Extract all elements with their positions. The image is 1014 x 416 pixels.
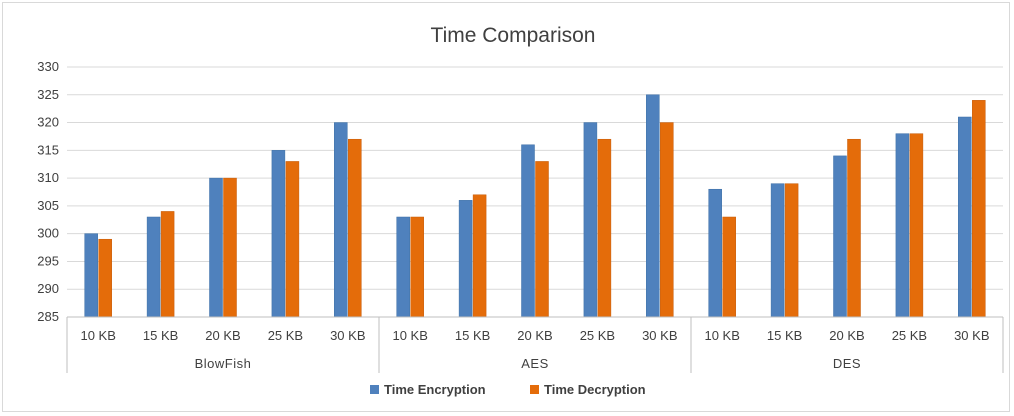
legend-label: Time Encryption bbox=[384, 382, 486, 397]
bar-encryption bbox=[84, 233, 98, 318]
bar-decryption bbox=[597, 138, 612, 318]
bar-encryption bbox=[146, 216, 161, 318]
x-category-label: 10 KB bbox=[704, 328, 739, 343]
bar-decryption bbox=[98, 238, 112, 318]
x-group-label: BlowFish bbox=[195, 356, 252, 371]
bar-decryption bbox=[660, 122, 674, 318]
y-tick-label: 285 bbox=[37, 309, 59, 324]
bar-encryption bbox=[334, 122, 348, 318]
bar-decryption bbox=[160, 211, 175, 318]
bar-encryption bbox=[271, 150, 286, 318]
bar-chart: Time Comparison 285 290 295 300 305 310 315 320… bbox=[37, 24, 1004, 397]
legend: Time Encryption Time Decryption bbox=[370, 382, 646, 397]
legend-label: Time Decryption bbox=[544, 382, 646, 397]
legend-swatch bbox=[370, 385, 379, 394]
y-tick-label: 320 bbox=[37, 115, 59, 130]
y-tick-label: 295 bbox=[37, 253, 59, 268]
bar-encryption bbox=[458, 200, 473, 318]
bar-decryption bbox=[285, 161, 300, 318]
bar-encryption bbox=[895, 133, 910, 318]
bar-decryption bbox=[410, 216, 424, 318]
x-category-label: 10 KB bbox=[80, 328, 115, 343]
bar-encryption bbox=[833, 155, 847, 318]
y-tick-label: 325 bbox=[37, 87, 59, 102]
x-category-label: 30 KB bbox=[330, 328, 365, 343]
x-category-label: 10 KB bbox=[392, 328, 427, 343]
bar-decryption bbox=[223, 177, 237, 318]
x-category-label: 20 KB bbox=[205, 328, 240, 343]
y-tick-label: 305 bbox=[37, 198, 59, 213]
x-category-label: 30 KB bbox=[954, 328, 989, 343]
x-category-label: 15 KB bbox=[767, 328, 802, 343]
y-tick-label: 310 bbox=[37, 170, 59, 185]
bars bbox=[84, 94, 986, 318]
bar-encryption bbox=[708, 188, 722, 318]
bar-decryption bbox=[535, 161, 549, 318]
gridlines bbox=[67, 66, 1003, 318]
y-tick-label: 290 bbox=[37, 281, 59, 296]
x-category-label: 20 KB bbox=[517, 328, 552, 343]
bar-decryption bbox=[909, 133, 924, 318]
x-group-label: DES bbox=[833, 356, 861, 371]
bar-encryption bbox=[583, 122, 598, 318]
bar-encryption bbox=[770, 183, 785, 318]
bar-encryption bbox=[396, 216, 410, 318]
bar-decryption bbox=[784, 183, 799, 318]
bar-encryption bbox=[646, 94, 660, 318]
chart-title: Time Comparison bbox=[431, 24, 596, 47]
x-axis: 10 KB 15 KB 20 KB 25 KB 30 KB BlowFish 10 KB 15… bbox=[66, 316, 1004, 373]
bar-decryption bbox=[348, 138, 362, 318]
x-category-label: 25 KB bbox=[268, 328, 303, 343]
bar-encryption bbox=[521, 144, 535, 318]
bar-decryption bbox=[847, 138, 861, 318]
y-tick-label: 315 bbox=[37, 142, 59, 157]
bar-decryption bbox=[722, 216, 736, 318]
x-category-label: 15 KB bbox=[455, 328, 490, 343]
bar-decryption bbox=[472, 194, 487, 318]
y-axis-ticks: 285 290 295 300 305 310 315 320 325 330 bbox=[37, 59, 59, 324]
x-category-label: 25 KB bbox=[892, 328, 927, 343]
x-category-label: 15 KB bbox=[143, 328, 178, 343]
chart-frame: Time Comparison 285 290 295 300 305 310 315 320… bbox=[2, 2, 1010, 412]
y-tick-label: 330 bbox=[37, 59, 59, 74]
bar-decryption bbox=[972, 100, 986, 318]
x-category-label: 25 KB bbox=[580, 328, 615, 343]
y-tick-label: 300 bbox=[37, 226, 59, 241]
bar-encryption bbox=[209, 177, 223, 318]
x-category-label: 30 KB bbox=[642, 328, 677, 343]
x-category-label: 20 KB bbox=[829, 328, 864, 343]
x-group-label: AES bbox=[521, 356, 549, 371]
legend-swatch bbox=[530, 385, 539, 394]
bar-encryption bbox=[958, 116, 972, 318]
